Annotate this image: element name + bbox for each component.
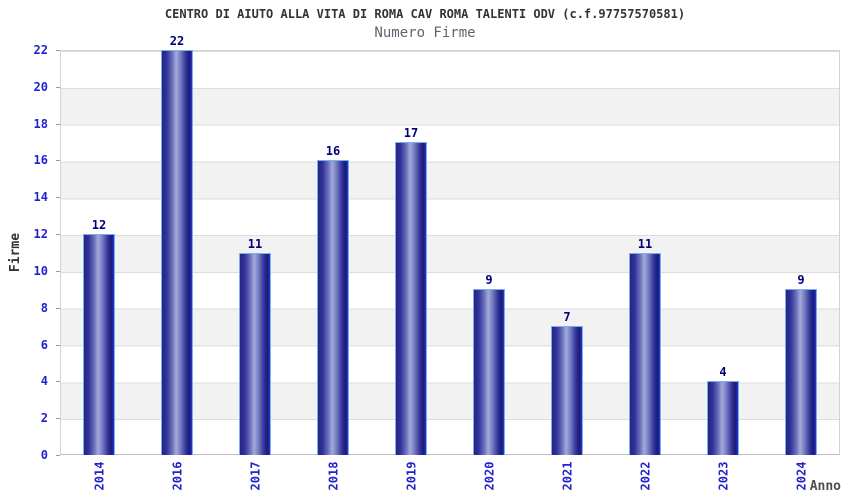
x-tick-label: 2020	[482, 461, 496, 491]
y-tick-mark	[56, 418, 60, 420]
bar-slot-2020: 9	[450, 50, 528, 455]
y-tick-label-18: 18	[33, 116, 48, 131]
y-tick-mark	[56, 123, 60, 125]
bar-slot-2016: 22	[138, 34, 216, 455]
y-tick-label-8: 8	[40, 300, 48, 315]
x-tick-label: 2016	[170, 461, 184, 491]
y-tick-label-4: 4	[40, 374, 48, 389]
bar-value-label: 12	[91, 218, 107, 233]
x-tick-2016: 2016	[157, 456, 197, 496]
y-tick-mark	[56, 270, 60, 272]
bar-2021: 7	[551, 310, 583, 455]
x-tick-2022: 2022	[625, 456, 665, 496]
bar-value-label: 7	[563, 310, 571, 325]
x-tick-label: 2022	[638, 461, 652, 491]
y-tick-mark	[56, 86, 60, 88]
x-axis: 2014 2016 2017 2018 2019 2020 2021 2022 2023 2024	[60, 456, 840, 500]
y-tick-mark	[56, 50, 60, 51]
chart-subtitle: Numero Firme	[374, 25, 476, 41]
bar-2018: 16	[317, 144, 349, 455]
x-tick-label: 2014	[92, 461, 106, 491]
y-tick-mark	[56, 455, 60, 456]
x-tick-label: 2024	[794, 461, 808, 491]
x-tick-2014: 2014	[79, 456, 119, 496]
bar-slot-2014: 12	[60, 50, 138, 455]
y-tick-label-0: 0	[40, 448, 48, 462]
y-tick-label-2: 2	[40, 411, 48, 426]
bar-2020: 9	[473, 273, 505, 455]
y-tick-label-22: 22	[33, 43, 48, 57]
y-tick-label-12: 12	[33, 227, 48, 242]
bar-value-label: 9	[485, 273, 493, 288]
y-axis-title-label: Firme	[8, 232, 24, 273]
chart-title: CENTRO DI AIUTO ALLA VITA DI ROMA CAV RO…	[164, 7, 686, 21]
x-tick-label: 2019	[404, 461, 418, 491]
bar-value-label: 16	[325, 144, 341, 159]
bar-slot-2024: 9	[762, 50, 840, 455]
bar-2016: 22	[161, 34, 193, 455]
y-axis: 0 2 4 6 8 10 12 14 16 18 20 22	[0, 43, 60, 462]
bar-value-label: 11	[637, 236, 653, 251]
bar-2019: 17	[395, 126, 427, 455]
bars-layer: 12 22 11 16 17 9 7 11 4 9	[60, 34, 840, 455]
y-tick-mark	[56, 160, 60, 162]
y-tick-mark	[56, 307, 60, 309]
bar-value-label: 11	[247, 236, 263, 251]
bar-2023: 4	[707, 365, 739, 455]
bar-slot-2021: 7	[528, 50, 606, 455]
x-tick-2021: 2021	[547, 456, 587, 496]
bar-value-label: 17	[403, 126, 419, 141]
y-tick-label-16: 16	[33, 153, 48, 168]
x-axis-title: Anno	[809, 479, 841, 494]
bar-slot-2018: 16	[294, 50, 372, 455]
bar-value-label: 22	[169, 34, 185, 48]
bar-2014: 12	[83, 218, 115, 455]
bar-2017: 11	[239, 237, 271, 455]
y-tick-label-14: 14	[33, 190, 48, 205]
y-tick-mark	[56, 344, 60, 346]
y-tick-mark	[56, 381, 60, 383]
x-tick-2023: 2023	[703, 456, 743, 496]
bar-value-label: 9	[797, 273, 805, 288]
x-tick-label: 2018	[326, 461, 340, 491]
x-tick-2017: 2017	[235, 456, 275, 496]
y-tick-label-10: 10	[33, 263, 48, 278]
bar-slot-2019: 17	[372, 50, 450, 455]
y-axis-title: Firme	[6, 50, 26, 455]
y-tick-label-6: 6	[40, 337, 48, 352]
bar-slot-2022: 11	[606, 50, 684, 455]
x-tick-2020: 2020	[469, 456, 509, 496]
bar-slot-2023: 4	[684, 50, 762, 455]
x-tick-label: 2021	[560, 461, 574, 491]
bar-2024: 9	[785, 273, 817, 455]
x-tick-label: 2023	[716, 461, 730, 491]
x-tick-label: 2017	[248, 461, 262, 491]
y-tick-label-20: 20	[33, 79, 48, 94]
bar-value-label: 4	[719, 365, 727, 380]
y-tick-mark	[56, 234, 60, 236]
bar-2022: 11	[629, 237, 661, 455]
y-tick-mark	[56, 197, 60, 199]
bar-slot-2017: 11	[216, 50, 294, 455]
x-tick-2018: 2018	[313, 456, 353, 496]
x-tick-2019: 2019	[391, 456, 431, 496]
